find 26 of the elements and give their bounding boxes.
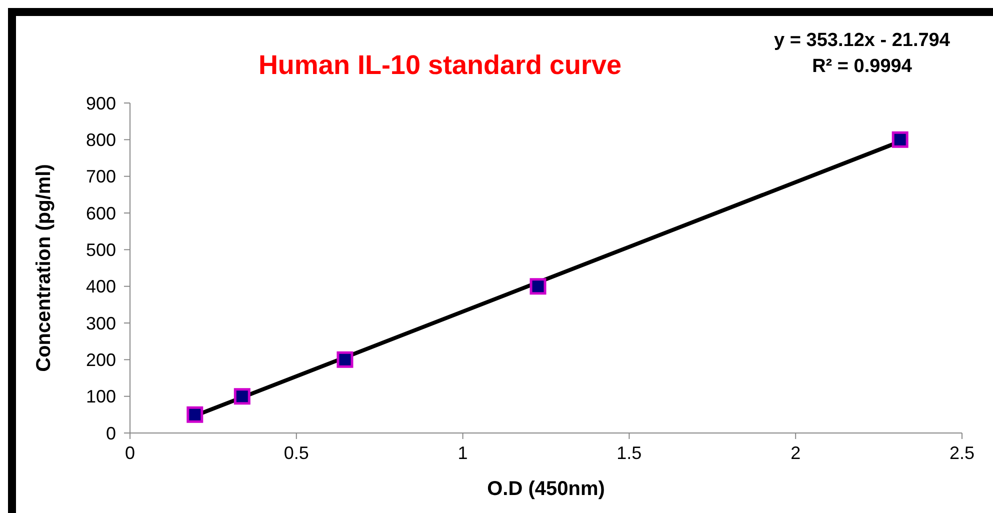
- x-tick-label: 0.5: [284, 443, 309, 463]
- y-tick-label: 800: [86, 130, 116, 150]
- x-axis-title: O.D (450nm): [487, 478, 605, 500]
- text: y = 353.12x - 21.794: [774, 30, 950, 51]
- point: [234, 388, 250, 405]
- y-tick-label: 400: [86, 276, 116, 297]
- point: [186, 406, 204, 423]
- chart-title: Human IL-10 standard curve: [258, 50, 622, 80]
- y-tick-label: 600: [86, 203, 116, 224]
- x-tick-label: 2: [790, 443, 801, 463]
- y-tick-label: 900: [86, 93, 116, 114]
- y-tick-label: 200: [86, 350, 116, 370]
- point: [336, 351, 354, 368]
- y-tick-label: 100: [86, 386, 116, 407]
- y-tick-label: 300: [86, 313, 116, 334]
- y-axis-title: Concentration (pg/ml): [33, 164, 55, 372]
- point: [530, 278, 546, 295]
- x-tick-label: 0: [124, 443, 136, 463]
- y-tick-label: 700: [86, 166, 116, 187]
- y-tick-label: 0: [106, 423, 116, 444]
- y-tick-label: 500: [86, 240, 116, 260]
- x-tick-label: 2.5: [949, 443, 975, 463]
- x-tick-label: 1.5: [616, 443, 642, 463]
- text: R² = 0.9994: [812, 56, 912, 77]
- x-tick-label: 1: [458, 443, 468, 463]
- point: [892, 131, 908, 148]
